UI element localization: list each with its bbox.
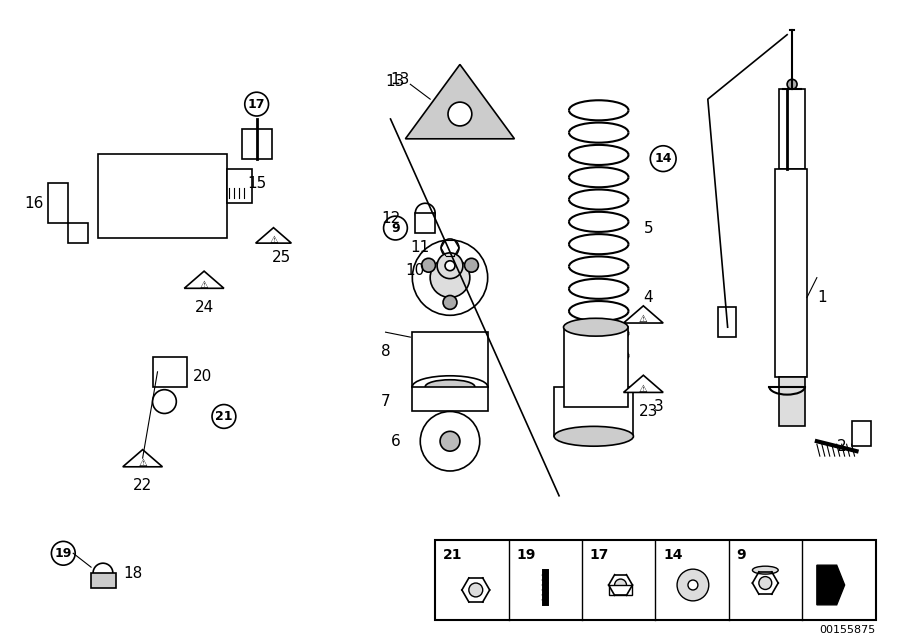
Text: 20: 20 [193, 370, 212, 384]
FancyBboxPatch shape [717, 307, 735, 337]
Circle shape [421, 258, 436, 272]
Circle shape [383, 216, 408, 240]
Text: 15: 15 [247, 176, 266, 191]
Text: ⚠: ⚠ [139, 458, 147, 468]
Text: 1: 1 [817, 290, 826, 305]
Polygon shape [184, 271, 224, 288]
Text: 5: 5 [644, 221, 653, 235]
Text: 11: 11 [410, 240, 430, 256]
Circle shape [688, 580, 698, 590]
Text: 4: 4 [644, 290, 653, 305]
Circle shape [415, 204, 435, 223]
Circle shape [615, 579, 626, 591]
FancyBboxPatch shape [412, 332, 488, 387]
Polygon shape [49, 183, 88, 243]
Ellipse shape [554, 426, 634, 446]
Text: 17: 17 [590, 548, 609, 562]
Text: ⚠: ⚠ [200, 280, 209, 289]
Polygon shape [817, 565, 844, 605]
Text: 14: 14 [663, 548, 683, 562]
Text: 9: 9 [736, 548, 746, 562]
Circle shape [430, 258, 470, 298]
Text: 12: 12 [381, 211, 400, 226]
Text: 21: 21 [443, 548, 463, 562]
Polygon shape [122, 450, 163, 467]
Text: 17: 17 [248, 97, 266, 111]
Circle shape [440, 431, 460, 451]
Text: 25: 25 [272, 251, 291, 265]
Ellipse shape [425, 380, 475, 394]
Text: 10: 10 [406, 263, 425, 278]
Text: 6: 6 [391, 434, 401, 449]
Circle shape [443, 296, 457, 309]
Text: 21: 21 [215, 410, 233, 423]
Polygon shape [256, 228, 292, 243]
FancyBboxPatch shape [227, 169, 252, 204]
Circle shape [437, 253, 463, 279]
FancyBboxPatch shape [554, 387, 634, 436]
FancyBboxPatch shape [415, 213, 435, 233]
Text: ⚠: ⚠ [639, 384, 648, 394]
Text: 14: 14 [654, 152, 672, 165]
Circle shape [93, 563, 112, 583]
Text: 13: 13 [386, 74, 405, 89]
Circle shape [412, 240, 488, 315]
Circle shape [651, 146, 676, 172]
Polygon shape [405, 64, 515, 139]
Text: 22: 22 [133, 478, 152, 494]
Text: 19: 19 [517, 548, 535, 562]
Circle shape [420, 411, 480, 471]
Circle shape [469, 583, 482, 597]
Text: 3: 3 [653, 399, 663, 414]
Polygon shape [624, 375, 663, 392]
FancyBboxPatch shape [564, 327, 628, 406]
FancyBboxPatch shape [608, 585, 633, 595]
Circle shape [441, 239, 459, 257]
Text: 9: 9 [392, 221, 400, 235]
Text: 7: 7 [381, 394, 391, 409]
FancyBboxPatch shape [779, 89, 805, 169]
FancyBboxPatch shape [98, 154, 227, 238]
Circle shape [212, 404, 236, 428]
Circle shape [51, 541, 76, 565]
Text: 23: 23 [639, 404, 658, 419]
Text: ⚠: ⚠ [269, 235, 278, 245]
Text: 00155875: 00155875 [819, 625, 876, 635]
Ellipse shape [752, 566, 778, 574]
FancyBboxPatch shape [775, 169, 807, 377]
Ellipse shape [563, 318, 628, 336]
Circle shape [759, 577, 772, 590]
Text: 16: 16 [24, 196, 43, 211]
Circle shape [448, 102, 472, 126]
FancyBboxPatch shape [851, 422, 871, 446]
Circle shape [445, 261, 455, 271]
Text: 19: 19 [55, 547, 72, 560]
Text: 8: 8 [381, 345, 391, 359]
FancyBboxPatch shape [242, 129, 272, 158]
Circle shape [788, 80, 797, 89]
FancyBboxPatch shape [91, 573, 116, 588]
FancyBboxPatch shape [152, 357, 187, 387]
Text: 13: 13 [391, 72, 410, 87]
Text: 24: 24 [194, 300, 213, 315]
Ellipse shape [412, 376, 488, 398]
Text: 2: 2 [837, 439, 847, 453]
Bar [435, 541, 877, 619]
Circle shape [677, 569, 709, 601]
Circle shape [152, 390, 176, 413]
FancyBboxPatch shape [412, 387, 488, 411]
Text: ⚠: ⚠ [639, 314, 648, 324]
Text: 18: 18 [123, 565, 142, 581]
Polygon shape [624, 306, 663, 323]
Circle shape [464, 258, 479, 272]
Circle shape [245, 92, 268, 116]
FancyBboxPatch shape [779, 377, 805, 426]
